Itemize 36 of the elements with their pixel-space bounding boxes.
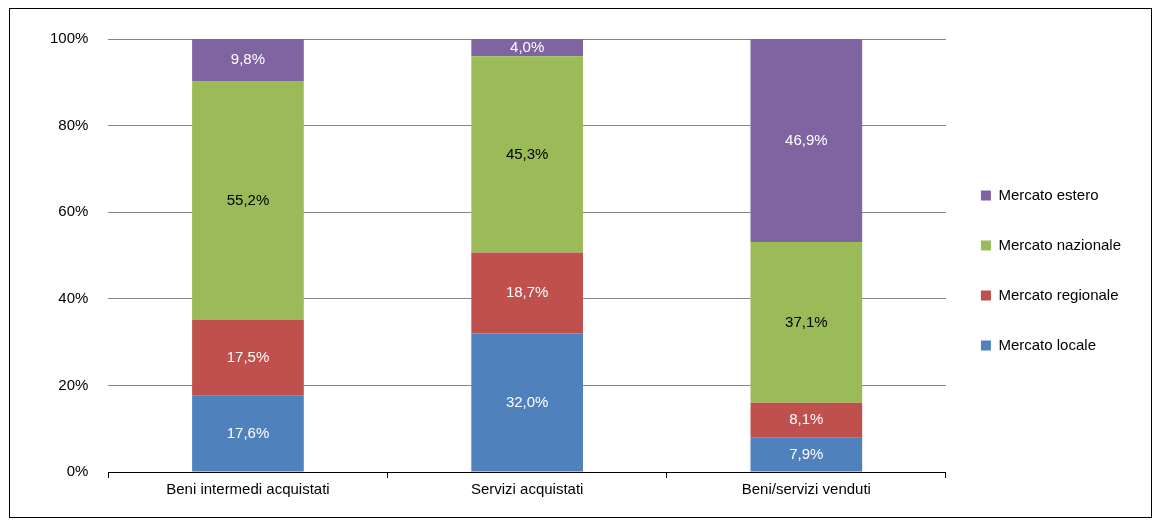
- data-label: 17,6%: [226, 423, 270, 441]
- x-tick-label: Beni/servizi venduti: [741, 480, 871, 498]
- bar: [471, 56, 583, 253]
- bar: [192, 81, 304, 321]
- legend-label: Mercato regionale: [998, 285, 1119, 303]
- data-label: 32,0%: [505, 392, 549, 410]
- legend-label: Mercato locale: [998, 335, 1096, 353]
- bar: [750, 437, 863, 472]
- x-tick-label: Beni intermedi acquistati: [166, 480, 330, 498]
- data-label: 7,9%: [789, 444, 824, 462]
- y-tick-label: 40%: [58, 288, 89, 306]
- bar: [192, 39, 304, 81]
- bar: [750, 402, 863, 438]
- bar: [471, 252, 583, 334]
- y-tick-label: 20%: [58, 375, 89, 393]
- legend-label: Mercato nazionale: [998, 235, 1122, 253]
- data-label: 8,1%: [789, 410, 824, 428]
- data-label: 45,3%: [505, 144, 549, 162]
- data-label: 55,2%: [226, 190, 270, 208]
- data-label: 4,0%: [510, 37, 545, 55]
- y-tick-label: 100%: [49, 29, 89, 47]
- y-tick-label: 60%: [58, 202, 89, 220]
- y-tick-label: 80%: [58, 115, 89, 133]
- data-label: 18,7%: [505, 283, 549, 301]
- legend-label: Mercato estero: [998, 185, 1099, 203]
- bar: [750, 39, 863, 243]
- x-tick-label: Servizi acquistati: [470, 480, 584, 498]
- bar: [471, 333, 583, 472]
- data-label: 46,9%: [785, 130, 828, 148]
- bar: [192, 395, 304, 472]
- bar: [750, 242, 863, 403]
- y-tick-label: 0%: [66, 462, 89, 480]
- data-label: 37,1%: [785, 312, 828, 330]
- data-label: 9,8%: [230, 49, 266, 67]
- data-label: 17,5%: [226, 348, 270, 366]
- bar: [192, 320, 304, 396]
